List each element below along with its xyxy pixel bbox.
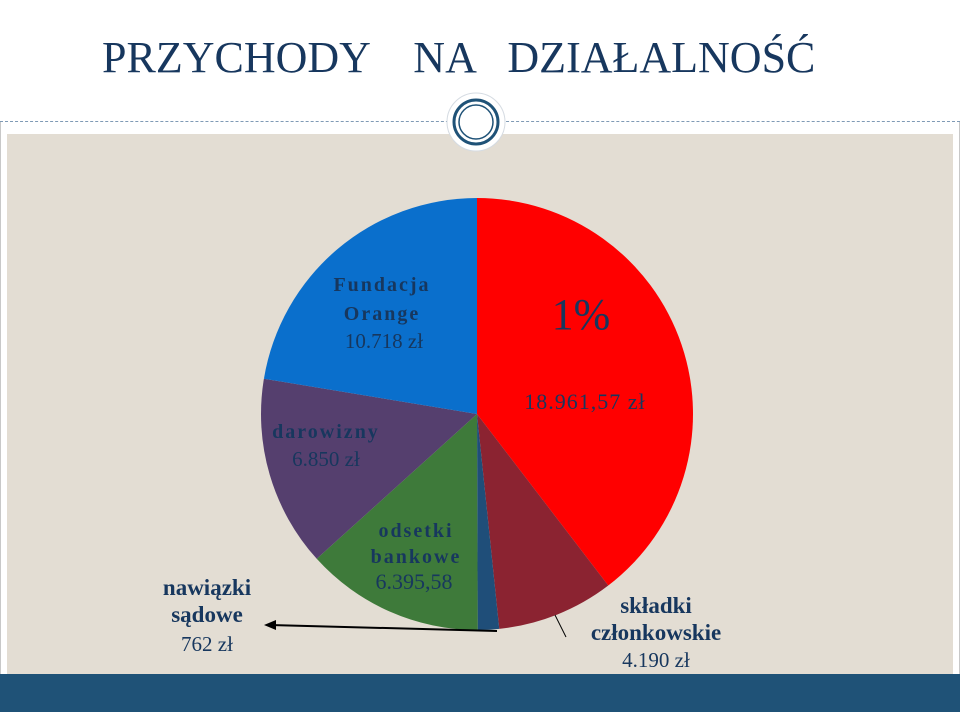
nawiazki-leader-arrow bbox=[264, 620, 276, 630]
bottom-bar bbox=[0, 674, 960, 712]
label-fundacja-line2: Orange bbox=[344, 303, 420, 325]
pie-slice-1- bbox=[477, 198, 693, 586]
pie-slice-fundacja-orange bbox=[263, 198, 477, 414]
circle-ornament-icon bbox=[446, 92, 506, 152]
label-1percent-value: 18.961,57 zł bbox=[524, 389, 645, 414]
pie-slice-składki-członkowskie bbox=[477, 414, 609, 629]
label-fundacja-line1: Fundacja bbox=[333, 274, 430, 296]
pie-slices bbox=[261, 198, 693, 631]
label-darowizny-value: 6.850 zł bbox=[292, 447, 360, 471]
skladki-leader-line bbox=[554, 614, 567, 638]
label-nawiazki-line1: nawiązki bbox=[163, 575, 252, 600]
label-darowizny-name: darowizny bbox=[272, 421, 380, 443]
pie-slice-darowizny bbox=[261, 378, 477, 559]
label-nawiazki-line2: sądowe bbox=[171, 602, 243, 627]
label-odsetki-value: 6.395,58 bbox=[376, 569, 453, 594]
label-skladki-line1: składki bbox=[620, 593, 692, 618]
pie-slice-odsetki-bankowe bbox=[316, 414, 478, 631]
label-odsetki-line1: odsetki bbox=[378, 520, 453, 542]
label-odsetki-line2: bankowe bbox=[371, 546, 462, 568]
slide-title: PRZYCHODY NA DZIAŁALNOŚĆ bbox=[102, 33, 816, 82]
label-nawiazki-value: 762 zł bbox=[181, 632, 233, 656]
label-1percent-name: 1% bbox=[552, 290, 611, 339]
nawiazki-leader-line bbox=[269, 624, 498, 632]
label-fundacja-value: 10.718 zł bbox=[345, 329, 423, 353]
pie-slice-nawiązki-sądowe bbox=[477, 414, 500, 630]
label-skladki-value: 4.190 zł bbox=[622, 648, 690, 672]
label-skladki-line2: członkowskie bbox=[591, 620, 721, 645]
